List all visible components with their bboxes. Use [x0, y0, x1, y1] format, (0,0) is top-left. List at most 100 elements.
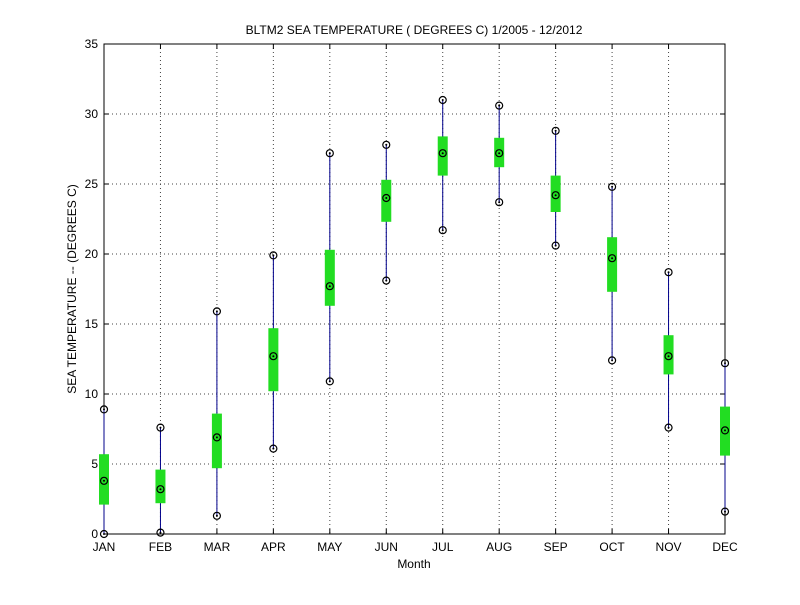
- chart-title: BLTM2 SEA TEMPERATURE ( DEGREES C) 1/200…: [246, 23, 583, 37]
- max-marker: [269, 251, 278, 260]
- max-marker-dot: [498, 104, 501, 107]
- box-nov: [663, 268, 674, 432]
- x-tick-label: NOV: [656, 540, 682, 554]
- median-marker: [99, 476, 109, 485]
- median-marker: [551, 191, 560, 200]
- median-marker: [438, 149, 447, 158]
- max-marker-dot: [272, 254, 275, 257]
- iqr-box: [99, 454, 109, 505]
- min-marker-dot: [159, 531, 162, 534]
- median-marker-dot: [611, 257, 614, 260]
- median-marker: [212, 433, 222, 442]
- max-marker: [607, 182, 617, 191]
- max-marker-dot: [159, 426, 162, 429]
- plot-area: [103, 43, 726, 535]
- box-feb: [155, 423, 166, 537]
- y-tick-label: 35: [85, 37, 99, 51]
- x-tick-label: OCT: [599, 540, 625, 554]
- median-marker-dot: [272, 355, 275, 358]
- min-marker-dot: [667, 426, 670, 429]
- median-marker-dot: [498, 152, 501, 155]
- min-marker-dot: [215, 514, 218, 517]
- median-marker: [607, 254, 617, 263]
- min-marker: [269, 444, 278, 453]
- min-marker: [212, 511, 222, 520]
- box-aug: [494, 101, 505, 207]
- max-marker-dot: [385, 143, 388, 146]
- x-tick-label: DEC: [712, 540, 738, 554]
- min-marker-dot: [328, 380, 331, 383]
- median-marker: [325, 282, 334, 291]
- min-marker-dot: [611, 359, 614, 362]
- median-marker-dot: [385, 197, 388, 199]
- max-marker: [212, 307, 222, 316]
- max-marker: [495, 101, 504, 110]
- min-marker: [664, 423, 673, 432]
- min-marker: [382, 276, 391, 285]
- median-marker-dot: [554, 194, 557, 197]
- x-tick-label: JAN: [93, 540, 116, 554]
- median-marker-dot: [103, 479, 105, 482]
- box-mar: [211, 307, 222, 520]
- y-tick-label: 25: [85, 177, 99, 191]
- max-marker-dot: [554, 129, 557, 132]
- median-marker-dot: [724, 429, 726, 432]
- min-marker: [720, 507, 730, 516]
- iqr-box: [381, 179, 392, 222]
- x-tick-label: APR: [261, 540, 286, 554]
- x-tick-label: MAY: [317, 540, 342, 554]
- x-tick-label: SEP: [544, 540, 568, 554]
- median-marker-dot: [441, 152, 444, 155]
- y-tick-label: 20: [85, 247, 99, 261]
- max-marker-dot: [441, 99, 444, 101]
- max-marker: [325, 149, 334, 158]
- max-marker: [720, 359, 730, 368]
- min-marker: [99, 529, 109, 539]
- y-tick-label: 15: [85, 317, 99, 331]
- x-tick-label: MAR: [204, 540, 231, 554]
- box-jun: [381, 140, 392, 285]
- y-tick-label: 0: [91, 527, 98, 541]
- max-marker-dot: [328, 152, 331, 155]
- box-jul: [437, 95, 448, 235]
- min-marker-dot: [441, 229, 444, 232]
- median-marker-dot: [328, 285, 331, 288]
- max-marker-dot: [724, 362, 726, 365]
- min-marker: [156, 528, 165, 537]
- max-marker: [382, 140, 391, 149]
- y-tick-label: 30: [85, 107, 99, 121]
- box-series: [99, 95, 730, 539]
- median-marker-dot: [159, 488, 162, 491]
- median-marker: [495, 149, 504, 158]
- box-oct: [607, 182, 618, 365]
- x-axis-ticks: JAN FEB MAR APR MAY JUN JUL AUG SEP OCT NOV DEC: [93, 44, 738, 554]
- min-marker: [495, 198, 504, 207]
- iqr-box: [550, 175, 561, 212]
- min-marker-dot: [498, 201, 501, 204]
- median-marker-dot: [215, 436, 218, 439]
- max-marker-dot: [215, 310, 218, 313]
- box-jan: [99, 405, 109, 539]
- max-marker: [551, 126, 560, 135]
- min-marker: [438, 226, 447, 235]
- min-marker-dot: [272, 447, 275, 450]
- median-marker-dot: [667, 355, 670, 358]
- min-marker-dot: [724, 510, 726, 513]
- median-marker: [156, 485, 165, 494]
- iqr-box: [437, 136, 448, 176]
- x-tick-label: AUG: [486, 540, 512, 554]
- max-marker-dot: [103, 408, 105, 411]
- box-sep: [550, 126, 561, 250]
- x-tick-label: JUL: [432, 540, 454, 554]
- y-axis-ticks: 0 5 10 15 20 25 30 35: [85, 37, 725, 541]
- min-marker: [325, 377, 334, 386]
- y-tick-label: 5: [91, 457, 98, 471]
- y-tick-label: 10: [85, 387, 99, 401]
- min-marker: [551, 241, 560, 250]
- x-axis-label: Month: [397, 557, 430, 571]
- max-marker-dot: [611, 185, 614, 188]
- median-marker: [664, 352, 673, 361]
- iqr-box: [607, 237, 618, 292]
- x-tick-label: JUN: [375, 540, 398, 554]
